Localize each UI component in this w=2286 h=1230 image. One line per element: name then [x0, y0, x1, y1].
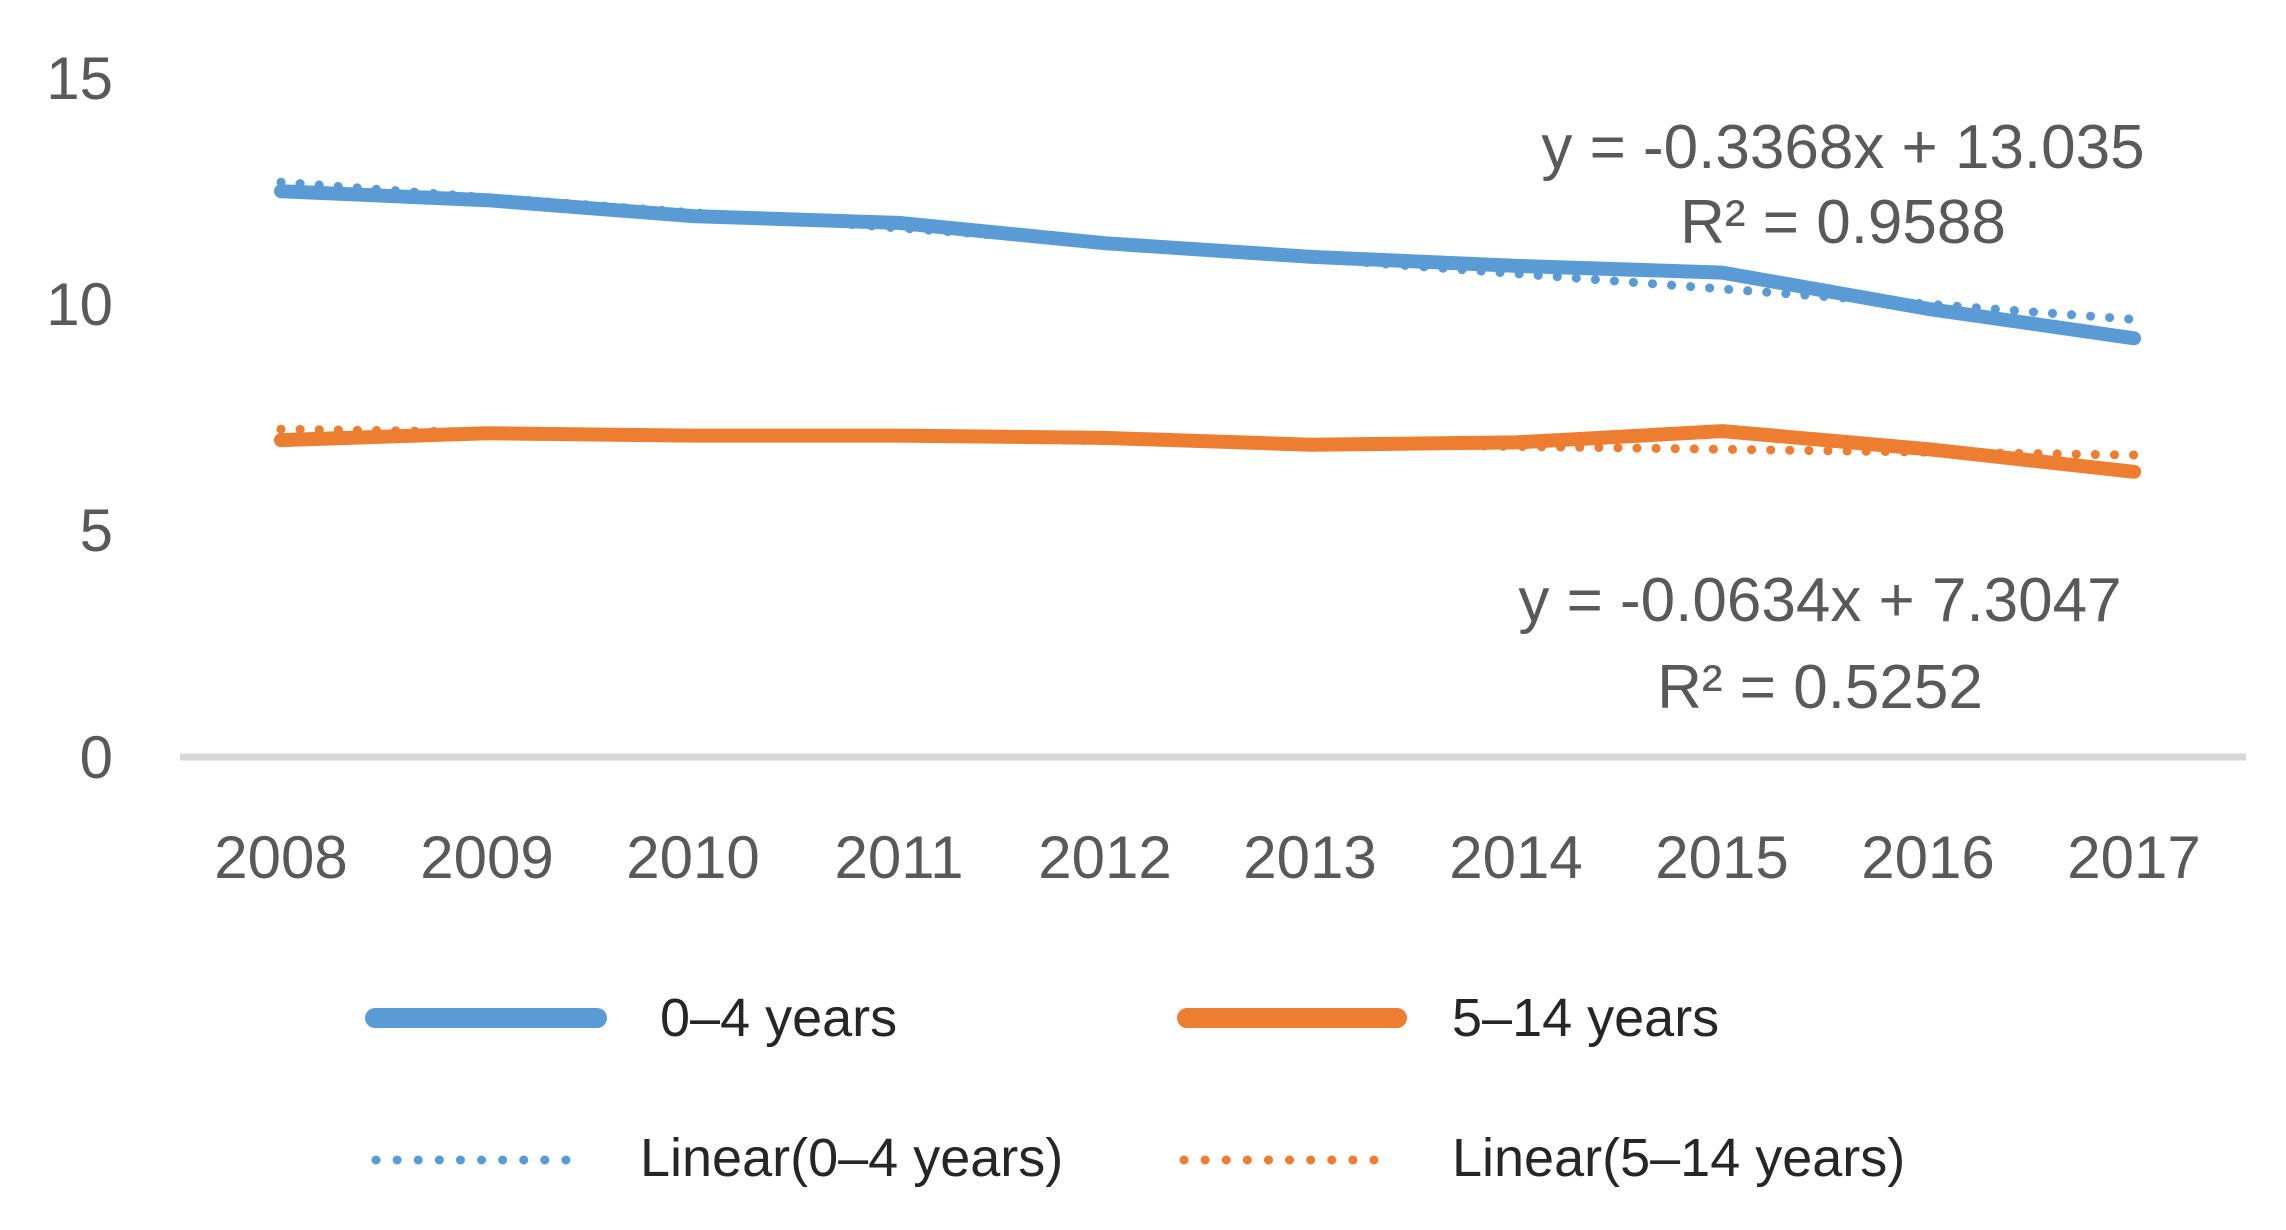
x-tick-2009: 2009 — [420, 824, 553, 891]
equation-5-14-years: y = -0.0634x + 7.3047 — [1518, 566, 2121, 635]
y-tick-10: 10 — [46, 271, 113, 338]
x-tick-2008: 2008 — [214, 824, 347, 891]
x-tick-2017: 2017 — [2067, 824, 2200, 891]
x-tick-2010: 2010 — [626, 824, 759, 891]
x-tick-2011: 2011 — [834, 824, 963, 891]
equation-0-4-years: y = -0.3368x + 13.035 — [1541, 113, 2144, 182]
r-squared-5-14-years: R² = 0.5252 — [1657, 653, 1983, 722]
y-tick-5: 5 — [80, 497, 113, 564]
x-tick-2013: 2013 — [1243, 824, 1376, 891]
series-line-5-14-years — [274, 424, 2142, 479]
legend-label-linear-5-14-years: Linear(5–14 years) — [1452, 1128, 1905, 1188]
y-tick-15: 15 — [46, 45, 113, 112]
r-squared-0-4-years: R² = 0.9588 — [1680, 188, 2006, 257]
x-tick-2014: 2014 — [1449, 824, 1582, 891]
y-tick-0: 0 — [80, 724, 113, 791]
legend-label-5-14-years: 5–14 years — [1452, 988, 1719, 1048]
x-tick-2015: 2015 — [1655, 824, 1788, 891]
x-tick-2016: 2016 — [1861, 824, 1994, 891]
x-tick-2012: 2012 — [1038, 824, 1171, 891]
legend-swatch-0-4-years — [365, 1008, 607, 1028]
legend-label-0-4-years: 0–4 years — [660, 988, 897, 1048]
legend-label-linear-0-4-years: Linear(0–4 years) — [640, 1128, 1063, 1188]
legend-swatch-5-14-years — [1177, 1008, 1407, 1028]
series-line-0-4-years — [274, 184, 2142, 346]
